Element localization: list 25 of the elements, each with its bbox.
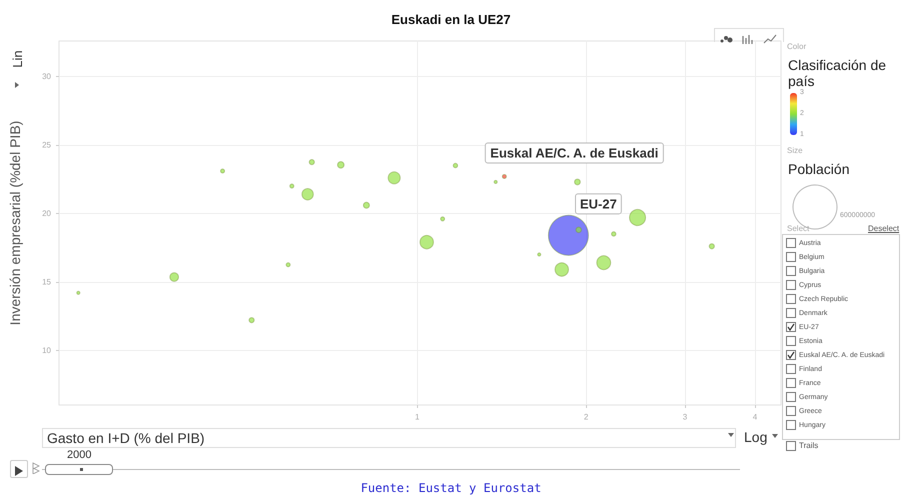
y-tick-label: 20 [42, 208, 52, 218]
text: Select [787, 224, 810, 233]
y-tick-label: 25 [42, 140, 52, 150]
y-tick-label: 30 [42, 72, 52, 82]
x-tick-label: 2 [584, 412, 589, 422]
text: Log [744, 429, 768, 445]
x-tick-label: 4 [752, 412, 758, 422]
text: Población [788, 161, 850, 177]
text: Deselect [868, 224, 900, 233]
text: Lin [9, 49, 26, 69]
y-axis-title: Inversión empresarial (%del PIB) [7, 120, 23, 326]
text: Size [787, 146, 803, 155]
text: Trails [799, 441, 818, 450]
x-tick-label: 3 [682, 412, 688, 422]
x-tick-label: 1 [414, 412, 420, 422]
chart-title: Euskadi en la UE27 [391, 12, 511, 27]
annotation: EU-27 [580, 196, 617, 212]
y-tick-label: 15 [42, 277, 52, 286]
color-bar-title: Clasificación de país [788, 57, 888, 89]
x-axis-title: Gasto en I+D (% del PIB) [47, 430, 205, 446]
source-note: Fuente: Eustat y Eurostat [360, 481, 542, 495]
text: Color [787, 42, 806, 51]
annotation: Euskal AE/C. A. de Euskadi [490, 145, 658, 160]
text: 2000 [67, 449, 92, 461]
y-tick-label: 10 [42, 346, 52, 355]
